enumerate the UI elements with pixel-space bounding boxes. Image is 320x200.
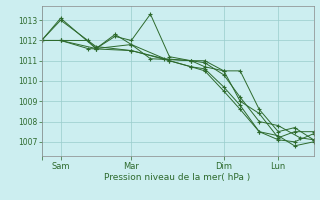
X-axis label: Pression niveau de la mer( hPa ): Pression niveau de la mer( hPa ) (104, 173, 251, 182)
